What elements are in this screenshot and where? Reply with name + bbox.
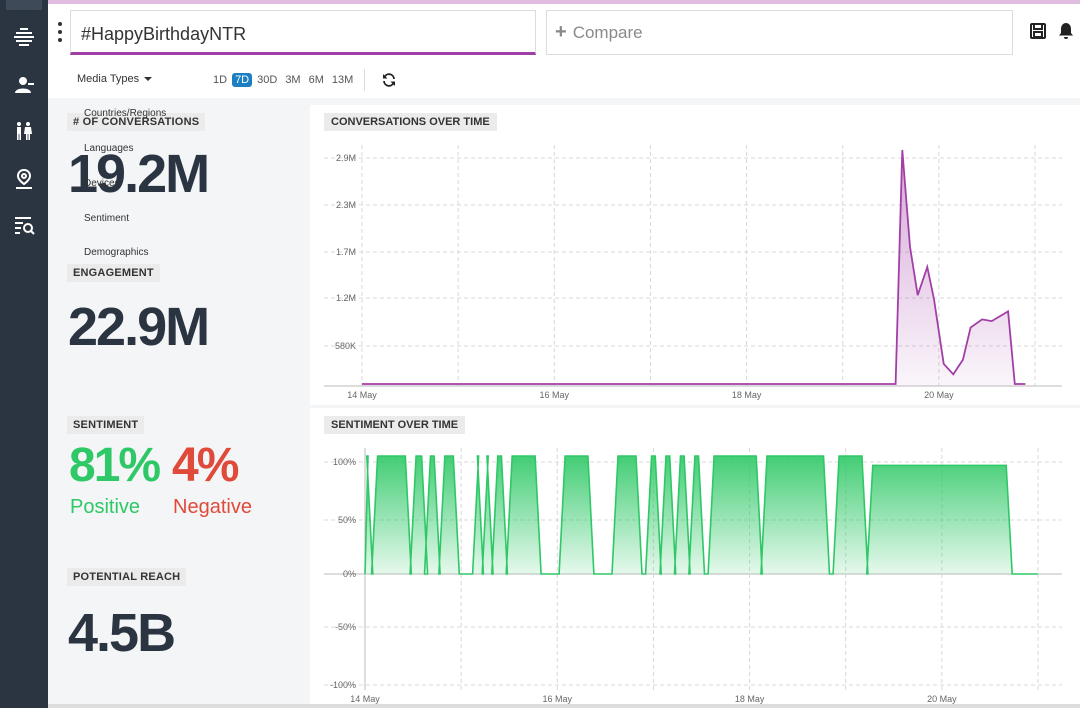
dimension-dropdown-menu: Countries/Regions Languages Devices Sent…: [84, 108, 204, 258]
range-30d[interactable]: 30D: [257, 74, 278, 86]
x-tick-label: 16 May: [543, 694, 573, 704]
range-3m[interactable]: 3M: [285, 74, 301, 86]
media-types-label: Media Types: [77, 73, 140, 85]
range-1d[interactable]: 1D: [213, 74, 228, 86]
range-7d[interactable]: 7D: [232, 73, 253, 87]
logo-icon[interactable]: [0, 20, 48, 56]
dropdown-option-sentiment[interactable]: Sentiment: [84, 213, 130, 224]
y-tick-label: -100%: [330, 680, 356, 690]
search-input[interactable]: [81, 21, 521, 47]
sidebar-top-tab[interactable]: [6, 0, 42, 10]
sentiment-chart-title: SENTIMENT OVER TIME: [324, 416, 466, 434]
x-tick-label: 16 May: [540, 390, 570, 400]
plus-icon: +: [555, 21, 567, 43]
sentiment-chart-panel: SENTIMENT OVER TIME 100% 50% 0% -50% -100% 14…: [310, 408, 1080, 704]
bottom-border: [48, 704, 1080, 708]
user-icon[interactable]: [0, 67, 48, 103]
x-tick-label: 18 May: [732, 390, 762, 400]
x-tick-label: 20 May: [927, 694, 957, 704]
x-tick-label: 14 May: [350, 694, 380, 704]
conversations-line: [362, 149, 1026, 385]
negative-percent: 4%: [172, 439, 239, 492]
y-tick-label: 100%: [333, 457, 356, 467]
caret-down-icon: [144, 77, 153, 82]
x-tick-label: 20 May: [924, 390, 954, 400]
toolbar-divider: [364, 69, 365, 91]
y-tick-label: 0%: [343, 569, 356, 579]
conversations-over-time-chart: 580K 1.2M 1.7M 2.3M 2.9M 14 May 16 May 18 May 20…: [324, 145, 1062, 400]
dropdown-option-countries[interactable]: Countries/Regions: [84, 108, 167, 119]
x-tick-label: 14 May: [347, 390, 377, 400]
range-6m[interactable]: 6M: [308, 74, 324, 86]
top-accent-line: [48, 0, 1080, 4]
sentiment-line: [364, 455, 1038, 575]
range-13m[interactable]: 13M: [331, 74, 354, 86]
y-tick-label: 1.2M: [336, 293, 356, 303]
positive-percent: 81%: [69, 439, 161, 492]
time-range-selector: 1D 7D 30D 3M 6M 13M: [210, 73, 356, 87]
y-tick-label: 580K: [335, 341, 356, 351]
search-field[interactable]: [70, 10, 536, 55]
location-icon[interactable]: [0, 161, 48, 197]
engagement-value: 22.9M: [68, 297, 210, 357]
media-types-dropdown[interactable]: Media Types: [77, 73, 153, 85]
menu-kebab-icon[interactable]: [56, 22, 64, 42]
reach-label: POTENTIAL REACH: [67, 568, 187, 586]
compare-button[interactable]: + Compare: [546, 10, 1013, 55]
y-tick-label: 2.3M: [336, 200, 356, 210]
sentiment-label: SENTIMENT: [67, 416, 145, 434]
compare-label: Compare: [572, 22, 643, 42]
y-tick-label: 2.9M: [336, 153, 356, 163]
dropdown-option-devices[interactable]: Devices: [84, 178, 120, 189]
dropdown-option-languages[interactable]: Languages: [84, 143, 134, 154]
bell-icon[interactable]: [1057, 22, 1075, 40]
positive-label: Positive: [70, 496, 141, 518]
engagement-label: ENGAGEMENT: [67, 264, 160, 282]
demographics-icon[interactable]: [0, 113, 48, 149]
conversations-label: # OF CONVERSATIONS: [67, 113, 206, 131]
reach-value: 4.5B: [68, 603, 176, 663]
sentiment-over-time-chart: 100% 50% 0% -50% -100% 14 May 16 May 18 May 20 M…: [324, 448, 1062, 704]
conversations-area: [362, 150, 1026, 386]
filter-search-icon[interactable]: [0, 207, 48, 243]
y-tick-label: 50%: [338, 515, 356, 525]
y-tick-label: 1.7M: [336, 247, 356, 257]
conversations-chart-panel: CONVERSATIONS OVER TIME 580K 1.2M 1.7M 2.3M…: [310, 105, 1080, 405]
save-icon[interactable]: [1029, 22, 1047, 40]
dropdown-option-demographics[interactable]: Demographics: [84, 247, 149, 258]
y-tick-label: -50%: [335, 622, 356, 632]
refresh-icon[interactable]: [382, 73, 396, 87]
x-tick-label: 18 May: [735, 694, 765, 704]
sidebar: [0, 0, 48, 708]
negative-label: Negative: [173, 496, 252, 518]
conversations-chart-title: CONVERSATIONS OVER TIME: [324, 113, 497, 131]
conversations-value: 19.2M: [68, 144, 210, 204]
